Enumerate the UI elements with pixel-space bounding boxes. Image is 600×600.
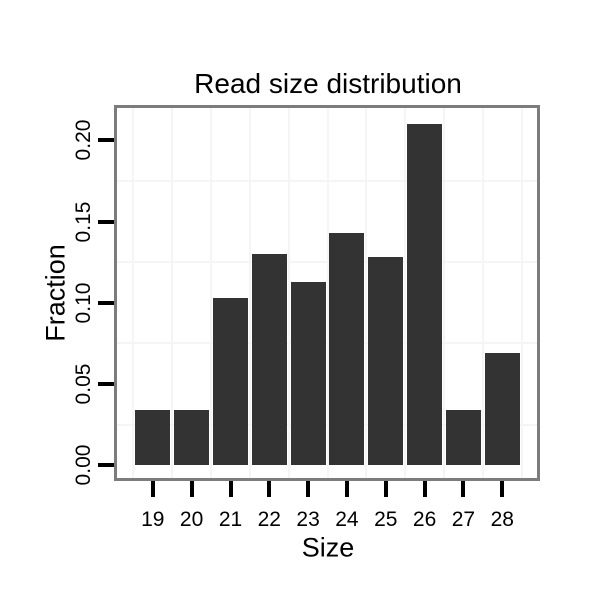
- minor-gridline-vertical: [481, 108, 484, 478]
- y-tick-label: 0.05: [72, 363, 95, 405]
- x-axis-title: Size: [301, 532, 355, 563]
- x-tick: [306, 481, 311, 497]
- y-tick-label: 0.10: [72, 282, 95, 324]
- chart-title: Read size distribution: [194, 68, 462, 99]
- bar-size-26: [407, 124, 443, 466]
- minor-gridline-vertical: [248, 108, 251, 478]
- x-tick: [461, 481, 466, 497]
- x-tick-label: 23: [296, 508, 320, 531]
- bar-size-22: [251, 254, 287, 466]
- bar-size-27: [445, 410, 481, 466]
- y-axis-title: Fraction: [40, 244, 71, 342]
- minor-gridline-vertical: [404, 108, 407, 478]
- minor-gridline-horizontal: [117, 342, 537, 345]
- x-tick: [267, 481, 272, 497]
- minor-gridline-horizontal: [117, 179, 537, 182]
- x-tick: [500, 481, 505, 497]
- y-tick: [98, 382, 114, 387]
- x-tick: [344, 481, 349, 497]
- x-tick: [383, 481, 388, 497]
- y-tick: [98, 138, 114, 143]
- y-tick-label: 0.15: [72, 201, 95, 243]
- bar-size-28: [484, 353, 520, 466]
- minor-gridline-vertical: [365, 108, 368, 478]
- minor-gridline-vertical: [287, 108, 290, 478]
- x-tick-label: 19: [141, 508, 165, 531]
- x-tick: [150, 481, 155, 497]
- x-tick-label: 25: [374, 508, 398, 531]
- x-tick: [189, 481, 194, 497]
- minor-gridline-vertical: [210, 108, 212, 478]
- y-tick-label: 0.20: [72, 119, 95, 161]
- bar-size-19: [135, 410, 171, 466]
- minor-gridline-horizontal: [117, 261, 537, 264]
- y-tick-label: 0.00: [72, 444, 95, 486]
- minor-gridline-vertical: [132, 108, 135, 478]
- x-tick-label: 24: [335, 508, 359, 531]
- y-tick: [98, 300, 114, 305]
- bar-size-23: [290, 281, 326, 466]
- minor-gridline-vertical: [171, 108, 174, 478]
- bar-size-21: [213, 297, 248, 466]
- x-tick-label: 20: [179, 508, 204, 531]
- y-tick: [98, 219, 114, 224]
- minor-gridline-vertical: [326, 108, 329, 478]
- minor-gridline-vertical: [443, 108, 445, 478]
- x-tick-label: 22: [257, 508, 281, 531]
- x-tick-label: 28: [490, 508, 514, 531]
- x-tick: [228, 481, 233, 497]
- minor-gridline-horizontal: [117, 423, 537, 426]
- x-tick-label: 27: [451, 508, 476, 531]
- x-tick-label: 26: [412, 508, 437, 531]
- x-tick: [422, 481, 427, 497]
- x-tick-label: 21: [218, 508, 243, 531]
- minor-gridline-vertical: [520, 108, 523, 478]
- bar-size-25: [368, 257, 404, 466]
- y-tick: [98, 463, 114, 468]
- bar-size-24: [329, 232, 365, 466]
- plot-panel: [114, 105, 540, 481]
- bar-size-20: [174, 410, 210, 466]
